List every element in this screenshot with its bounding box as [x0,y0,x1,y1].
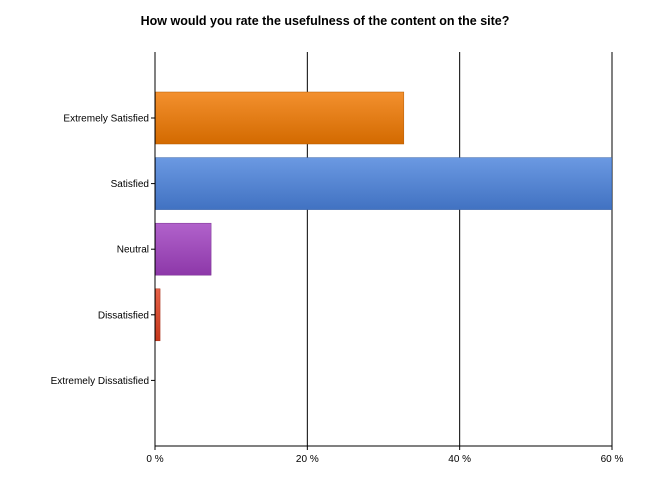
category-label: Satisfied [111,179,149,190]
x-tick-label: 0 % [146,454,163,465]
category-label: Dissatisfied [98,310,149,321]
category-label: Extremely Satisfied [63,114,149,125]
chart-title: How would you rate the usefulness of the… [141,14,510,28]
bar-neutral [155,222,212,276]
x-tick-label: 20 % [296,454,319,465]
x-tick-label: 40 % [448,454,471,465]
bar-extremely-satisfied [155,91,405,145]
bar-satisfied [155,157,612,210]
bars [155,91,612,342]
bar-dissatisfied [155,288,161,342]
x-tick-label: 60 % [601,454,624,465]
axes [151,52,613,450]
category-labels: Extremely Satisfied Satisfied Neutral Dissa… [51,114,149,387]
category-label: Extremely Dissatisfied [51,376,149,387]
category-label: Neutral [117,245,149,256]
tick-labels: 0 % 20 % 40 % 60 % [146,454,623,465]
